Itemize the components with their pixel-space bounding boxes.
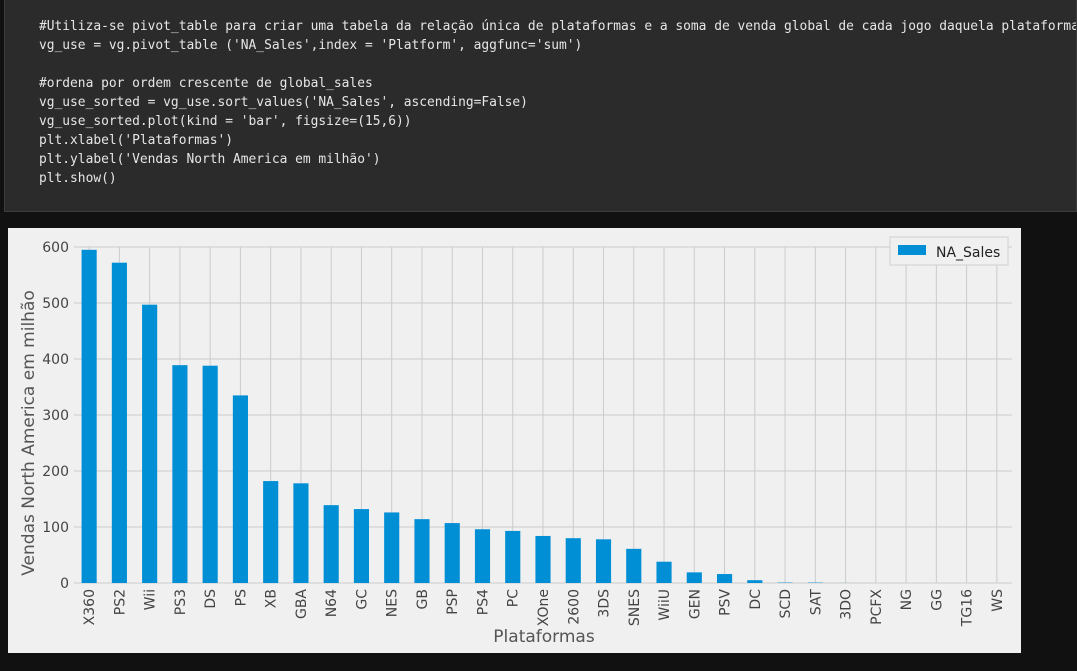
code-line: #Utiliza-se pivot_table para criar uma t… <box>39 19 1077 34</box>
y-tick-label: 100 <box>42 520 69 536</box>
x-tick-label: GC <box>354 589 370 610</box>
code-line: plt.ylabel('Vendas North America em milh… <box>39 152 381 167</box>
code-line: #ordena por ordem crescente de global_sa… <box>39 76 373 91</box>
x-tick-label: SAT <box>808 589 824 616</box>
x-tick-label: 2600 <box>566 589 582 625</box>
x-tick-label: Wii <box>143 589 159 610</box>
bar-ds <box>202 365 218 583</box>
code-line: plt.show() <box>39 171 117 186</box>
bar-ps2 <box>111 262 127 583</box>
y-tick-labels: 0 100 200 300 400 500 600 <box>42 240 69 592</box>
bar-xb <box>263 481 279 583</box>
bar-psp <box>444 523 460 583</box>
legend: NA_Sales <box>889 236 1009 266</box>
x-tick-label: SCD <box>778 589 794 618</box>
y-tick-label: 400 <box>42 352 69 368</box>
bar-pc <box>505 530 521 583</box>
bar-gc <box>353 509 370 583</box>
y-tick-label: 500 <box>42 296 69 312</box>
x-tick-label: 3DS <box>597 589 613 618</box>
x-tick-label: PS <box>233 589 249 606</box>
x-tick-label: GG <box>929 589 945 611</box>
bar-wii <box>142 304 158 583</box>
x-tick-label: PS3 <box>173 589 189 615</box>
x-tick-label: SNES <box>627 589 643 626</box>
bar-3ds <box>595 539 612 583</box>
x-tick-label: XOne <box>536 589 552 626</box>
x-tick-label: WiiU <box>657 589 673 621</box>
x-tick-label: PSP <box>445 589 461 615</box>
bar-ps <box>232 395 248 583</box>
x-tick-label: DS <box>203 589 219 609</box>
x-tick-label: DC <box>748 589 764 610</box>
bar-wiiu <box>656 561 672 583</box>
x-tick-label: NG <box>899 589 915 610</box>
bar-gba <box>293 483 309 583</box>
bar-chart: 0 100 200 300 400 500 600 X360 PS2 Wii PS3 DS PS XB G… <box>8 228 1021 653</box>
bar-ps3 <box>172 365 188 583</box>
bar-dc <box>747 580 763 583</box>
x-tick-label: PS2 <box>112 589 128 615</box>
y-tick-label: 600 <box>42 240 69 256</box>
x-tick-label: X360 <box>82 589 98 625</box>
x-tick-label: GB <box>415 589 431 609</box>
y-axis-label: Vendas North America em milhão <box>19 290 39 576</box>
legend-box <box>889 236 1009 266</box>
x-tick-label: N64 <box>324 589 340 617</box>
y-tick-label: 0 <box>60 576 69 592</box>
x-tick-label: WS <box>990 589 1006 612</box>
x-axis-label: Plataformas <box>493 627 595 647</box>
x-tick-label: NES <box>385 589 401 617</box>
bar-gen <box>686 572 702 583</box>
bar-psv <box>716 574 733 583</box>
x-tick-label: 3DO <box>839 589 855 620</box>
bars <box>81 249 854 584</box>
x-tick-label: XB <box>264 589 280 608</box>
x-tick-labels: X360 PS2 Wii PS3 DS PS XB GBA N64 GC NES GB PSP PS4 PC… <box>82 589 1006 628</box>
bar-x360 <box>81 249 97 584</box>
code-line: plt.xlabel('Plataformas') <box>39 133 234 148</box>
bar-nes <box>384 512 400 583</box>
x-tick-label: PC <box>506 589 522 607</box>
bar-2600 <box>565 538 581 583</box>
code-cell[interactable]: #Utiliza-se pivot_table para criar uma t… <box>4 0 1077 212</box>
x-tick-label: GBA <box>294 589 310 619</box>
output-area: 0 100 200 300 400 500 600 X360 PS2 Wii PS3 DS PS XB G… <box>8 228 1021 653</box>
code-editor[interactable]: #Utiliza-se pivot_table para criar uma t… <box>39 17 1077 188</box>
legend-swatch <box>898 245 926 255</box>
code-line: vg_use = vg.pivot_table ('NA_Sales',inde… <box>39 38 583 53</box>
x-tick-label: PCFX <box>869 589 885 625</box>
bar-snes <box>626 548 642 583</box>
y-tick-label: 300 <box>42 408 69 424</box>
code-line: vg_use_sorted = vg_use.sort_values('NA_S… <box>39 95 528 110</box>
x-tick-label: PSV <box>718 589 734 616</box>
bar-n64 <box>323 505 339 583</box>
code-line: vg_use_sorted.plot(kind = 'bar', figsize… <box>39 114 412 129</box>
bar-gb <box>414 519 430 583</box>
x-tick-label: TG16 <box>960 589 976 627</box>
legend-label: NA_Sales <box>936 245 1000 261</box>
bar-xone <box>535 535 551 583</box>
y-tick-label: 200 <box>42 464 69 480</box>
code-line <box>39 55 1076 74</box>
x-tick-label: PS4 <box>475 589 491 615</box>
x-tick-label: GEN <box>687 589 703 619</box>
bar-ps4 <box>474 529 491 583</box>
